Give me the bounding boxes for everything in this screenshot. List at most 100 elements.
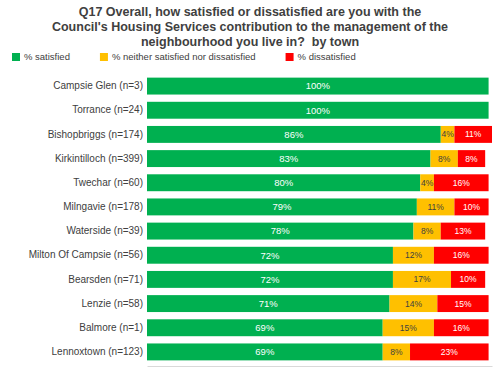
y-tick: Balmore (n=1) [79,322,147,333]
data-labels: 100%100%86%83%80%79%78%72%72%71%69%69%4%… [255,80,482,357]
data-label: 16% [453,323,470,333]
data-label: 72% [260,250,280,261]
y-tick-label: Milton Of Campsie (n=56) [29,249,143,260]
data-label: 10% [460,274,477,284]
bar [434,319,489,336]
data-label: 14% [405,299,422,309]
data-label: 23% [441,347,458,357]
bar [147,102,489,119]
bar [390,295,438,312]
data-label: 78% [271,225,291,236]
bar [383,343,410,360]
bar [488,102,489,119]
bar [488,78,489,95]
bar [393,247,434,264]
bar [147,319,383,336]
bar [434,247,489,264]
data-label: 16% [453,178,470,188]
bar [147,223,413,240]
data-label: 8% [465,154,478,164]
data-label: 79% [272,201,292,212]
legend-item: % dissatisfied [286,51,356,62]
y-tick-label: Kirkintilloch (n=399) [55,153,143,164]
bar [431,150,458,167]
data-label: 69% [255,346,275,357]
y-tick: Bearsden (n=71) [68,274,147,285]
y-tick: Milton Of Campsie (n=56) [29,249,147,260]
bar [147,247,393,264]
legend-label: % dissatisfied [298,51,356,62]
data-label: 72% [260,274,280,285]
y-tick-label: Lennoxtown (n=123) [52,346,143,357]
data-label: 4% [441,129,454,139]
data-label: 8% [438,154,451,164]
bar [147,295,390,312]
data-label: 8% [421,226,434,236]
bar [437,295,488,312]
bar [488,102,489,119]
data-label: 13% [454,226,471,236]
data-label: 86% [284,129,304,140]
data-label: 15% [400,323,417,333]
legend-label: % satisfied [24,51,70,62]
x-axis [148,366,493,367]
bar [454,126,492,143]
bar [454,198,488,215]
data-label: 11% [465,129,482,139]
y-tick-label: Balmore (n=1) [79,322,143,333]
legend-swatch [100,53,108,61]
chart: Q17 Overall, how satisfied or dissatisfi… [0,0,500,373]
bar [413,223,440,240]
title-line: Q17 Overall, how satisfied or dissatisfi… [79,5,422,19]
data-label: 69% [255,322,275,333]
title-line: neighbourhood you live in? by town [141,35,359,49]
bars [147,78,492,361]
y-tick-label: Campsie Glen (n=3) [53,80,143,91]
bar [410,343,489,360]
y-tick: Waterside (n=39) [66,225,147,236]
bar [147,174,420,191]
y-tick-label: Torrance (n=24) [72,104,143,115]
bar [417,198,455,215]
bar [488,78,489,95]
bar [147,126,441,143]
bar [451,271,485,288]
legend-item: % neither satisfied nor dissatisfied [100,51,256,62]
y-tick-label: Lenzie (n=58) [82,298,143,309]
bar [393,271,451,288]
legend-swatch [286,53,294,61]
data-label: 80% [274,177,294,188]
title: Q17 Overall, how satisfied or dissatisfi… [52,5,448,49]
data-label: 10% [463,202,480,212]
y-tick: Lenzie (n=58) [82,298,147,309]
y-axis: Campsie Glen (n=3) Torrance (n=24) Bishopb… [29,80,147,357]
y-tick: Lennoxtown (n=123) [52,346,147,357]
y-tick-label: Waterside (n=39) [66,225,143,236]
bar [147,343,383,360]
bar [147,78,489,95]
bar [441,126,455,143]
y-tick: Bishopbriggs (n=174) [48,129,147,140]
legend-label: % neither satisfied nor dissatisfied [112,51,256,62]
y-tick-label: Bearsden (n=71) [68,274,143,285]
y-tick: Campsie Glen (n=3) [53,80,147,91]
y-tick: Kirkintilloch (n=399) [55,153,147,164]
legend-swatch [12,53,20,61]
data-label: 12% [405,250,422,260]
data-label: 11% [427,202,444,212]
data-label: 100% [306,105,331,116]
bar [147,198,417,215]
legend-item: % satisfied [12,51,70,62]
y-tick: Milngavie (n=178) [63,201,147,212]
data-label: 17% [413,274,430,284]
bar [420,174,434,191]
y-tick-label: Twechar (n=60) [73,177,143,188]
data-label: 100% [306,80,331,91]
y-tick-label: Bishopbriggs (n=174) [48,129,143,140]
data-label: 71% [259,298,279,309]
data-label: 16% [453,250,470,260]
y-tick: Twechar (n=60) [73,177,147,188]
data-label: 15% [454,299,471,309]
y-tick: Torrance (n=24) [72,104,147,115]
bar [434,174,489,191]
